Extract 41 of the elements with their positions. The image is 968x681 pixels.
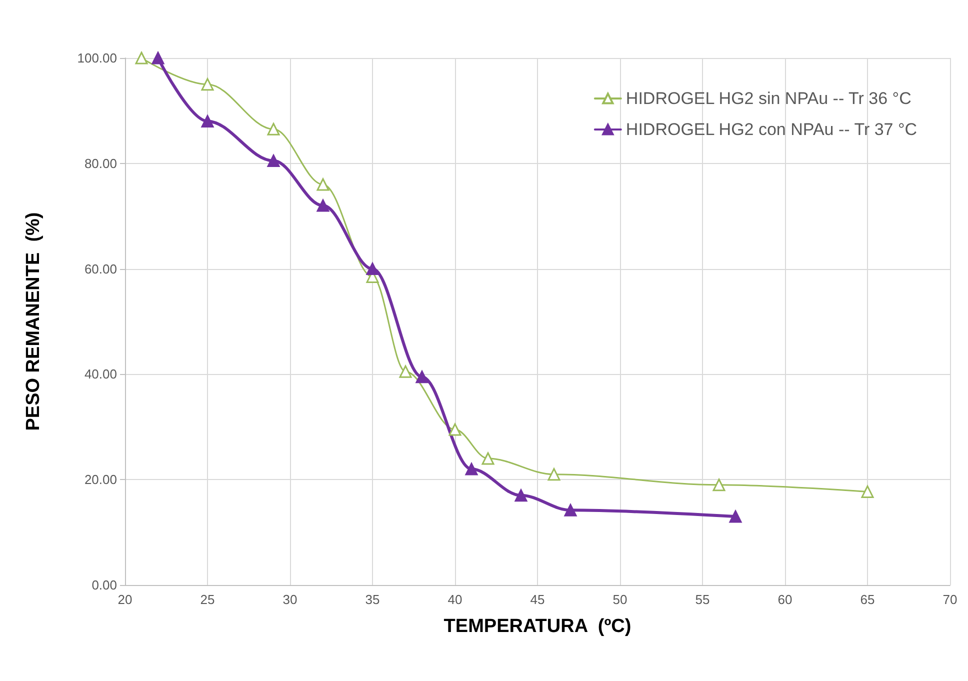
y-tick-label: 100.00 xyxy=(77,50,117,66)
point xyxy=(564,504,577,516)
point xyxy=(316,178,330,191)
x-axis-title: TEMPERATURA (ºC) xyxy=(444,616,632,637)
point xyxy=(861,485,874,498)
x-tick-label: 65 xyxy=(860,592,875,607)
point xyxy=(729,510,742,523)
y-tick-label: 40.00 xyxy=(84,366,117,382)
x-tick-label: 25 xyxy=(200,592,215,607)
x-tick-label: 20 xyxy=(118,592,132,607)
point xyxy=(267,122,280,136)
x-tick-label: 30 xyxy=(282,592,298,607)
x-tick-label: 55 xyxy=(695,592,710,607)
point xyxy=(316,199,330,212)
x-tick-label: 35 xyxy=(365,592,380,607)
x-tick-label: 60 xyxy=(778,592,792,607)
point xyxy=(548,468,560,481)
x-tick-label: 70 xyxy=(942,592,958,607)
point xyxy=(448,423,462,436)
x-tick-label: 45 xyxy=(530,592,545,607)
y-tick-label: 80.00 xyxy=(84,156,117,171)
point xyxy=(712,478,726,492)
point xyxy=(201,114,214,128)
point xyxy=(482,452,494,465)
point xyxy=(135,52,148,64)
legend-label: HIDROGEL HG2 con NPAu -- Tr 37 °C xyxy=(626,120,918,139)
point xyxy=(267,154,280,168)
point xyxy=(399,365,412,378)
point xyxy=(416,370,428,384)
legend-label: HIDROGEL HG2 sin NPAu -- Tr 36 °C xyxy=(626,89,912,108)
point xyxy=(152,52,164,64)
y-axis-title: PESO REMANENTE (%) xyxy=(23,212,44,431)
point xyxy=(366,262,379,276)
y-tick-label: 20.00 xyxy=(84,472,117,488)
x-tick-label: 40 xyxy=(448,592,462,607)
y-tick-label: 60.00 xyxy=(84,261,117,276)
y-tick-label: 0.00 xyxy=(92,578,117,592)
point xyxy=(514,489,528,502)
point xyxy=(201,78,214,91)
point xyxy=(465,462,478,476)
x-tick-label: 50 xyxy=(612,592,628,607)
